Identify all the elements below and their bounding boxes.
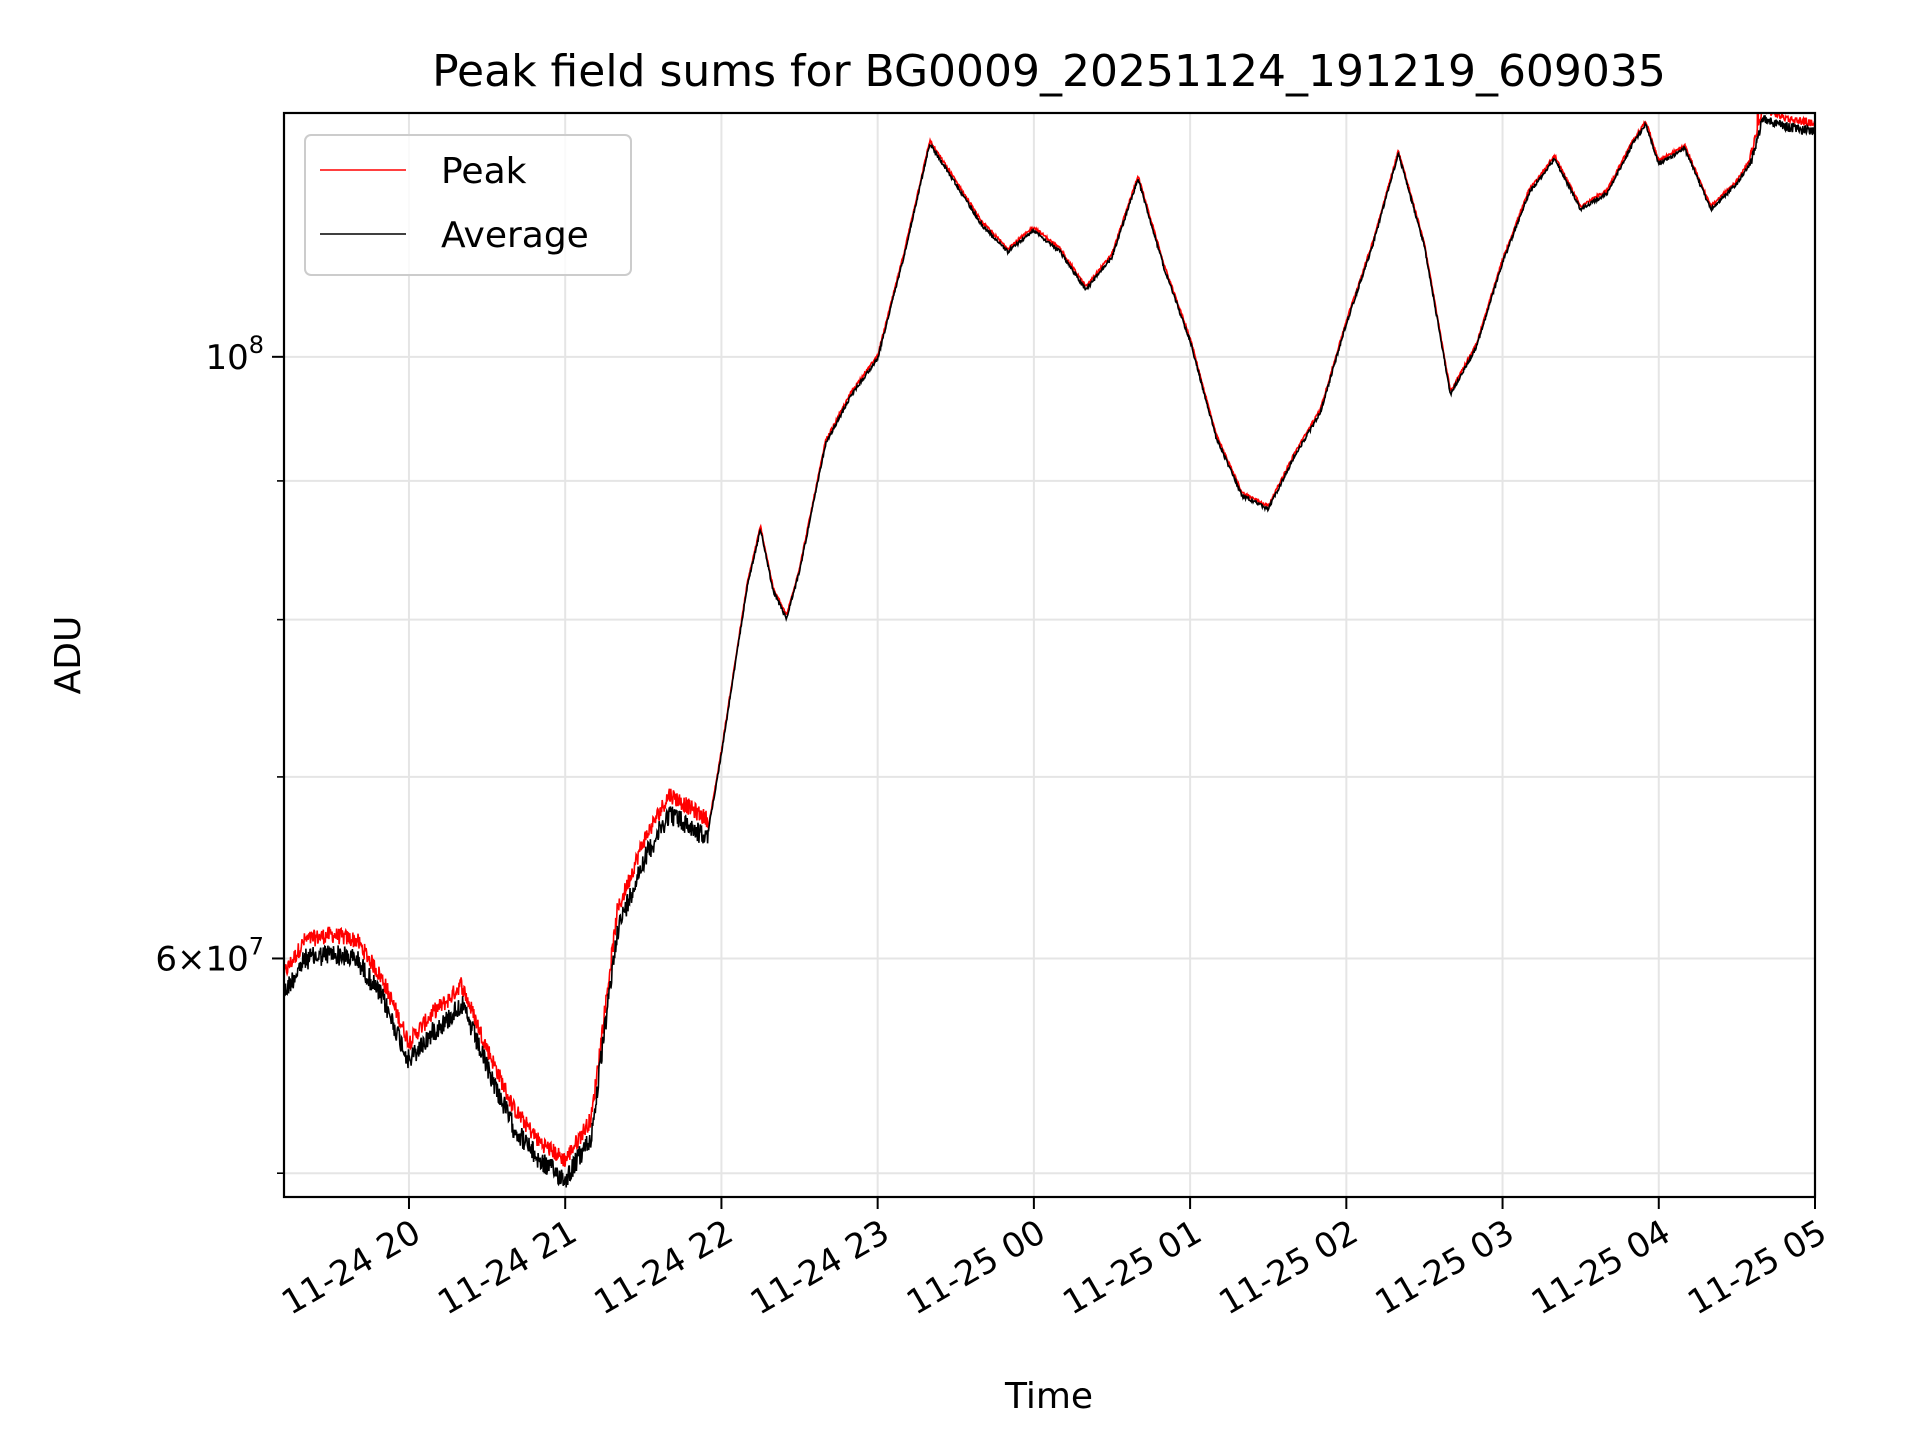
y-tick-label: 6×107 (155, 932, 264, 979)
y-tick-label: 108 (205, 331, 264, 378)
legend-label-peak: Peak (441, 151, 527, 192)
average-series-line (284, 115, 1815, 1188)
y-axis-label: ADU (48, 616, 89, 695)
plot-frame (282, 111, 1817, 1199)
grid-layer (284, 113, 1816, 1197)
legend: Peak Average (304, 134, 632, 276)
x-axis-label: Time (1004, 1376, 1093, 1417)
legend-label-average: Average (441, 215, 589, 256)
chart-title: Peak field sums for BG0009_20251124_1912… (432, 46, 1666, 97)
